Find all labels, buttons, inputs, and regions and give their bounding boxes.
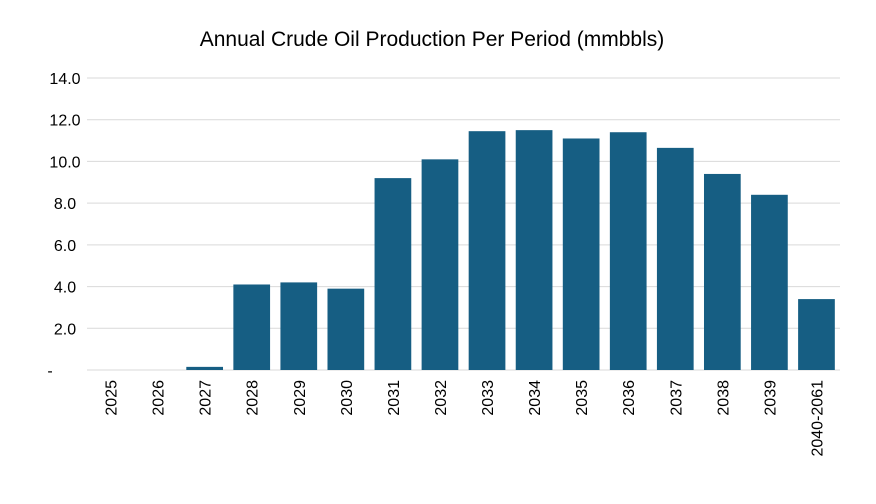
x-tick-label: 2027	[198, 380, 215, 416]
x-tick-label: 2033	[480, 380, 497, 416]
y-tick-label: 12.0	[49, 113, 80, 130]
bar	[703, 173, 741, 370]
bar	[421, 159, 459, 370]
x-tick-label: 2038	[715, 380, 732, 416]
x-tick-label: 2029	[292, 380, 309, 416]
y-axis-ticks: - 2.0 4.0 6.0 8.0 10.0 12.0 14.0	[47, 71, 80, 380]
x-tick-label: 2028	[245, 380, 262, 416]
x-tick-label: 2031	[386, 380, 403, 416]
bar	[609, 132, 647, 370]
x-tick-label: 2034	[527, 380, 544, 416]
y-tick-label: 8.0	[54, 196, 76, 213]
y-tick-label: -	[47, 363, 52, 380]
y-tick-label: 14.0	[49, 71, 80, 88]
bar	[798, 299, 835, 370]
x-tick-label: 2039	[762, 380, 779, 416]
y-tick-label: 10.0	[49, 154, 80, 171]
bar	[468, 131, 506, 370]
y-tick-label: 6.0	[54, 238, 76, 255]
bar	[280, 282, 318, 370]
x-tick-label: 2035	[574, 380, 591, 416]
x-tick-label: 2040-2061	[809, 380, 826, 457]
x-axis-ticks: 2025 2026 2027 2028 2029 2030 2031 2032 2033 2034…	[104, 380, 827, 457]
y-tick-label: 2.0	[54, 321, 76, 338]
bar	[562, 138, 600, 370]
y-tick-label: 4.0	[54, 280, 76, 297]
bar	[186, 366, 224, 370]
bars	[186, 130, 835, 370]
chart-title: Annual Crude Oil Production Per Period (…	[200, 28, 665, 51]
bar	[233, 284, 271, 370]
gridlines	[87, 77, 840, 371]
x-tick-label: 2026	[151, 380, 168, 416]
bar	[327, 288, 365, 370]
bar	[515, 130, 553, 370]
x-tick-label: 2025	[104, 380, 121, 416]
x-tick-label: 2030	[339, 380, 356, 416]
bar	[374, 178, 412, 370]
x-tick-label: 2032	[433, 380, 450, 416]
x-tick-label: 2037	[668, 380, 685, 416]
bar	[656, 147, 694, 370]
bar	[751, 194, 788, 370]
x-tick-label: 2036	[621, 380, 638, 416]
